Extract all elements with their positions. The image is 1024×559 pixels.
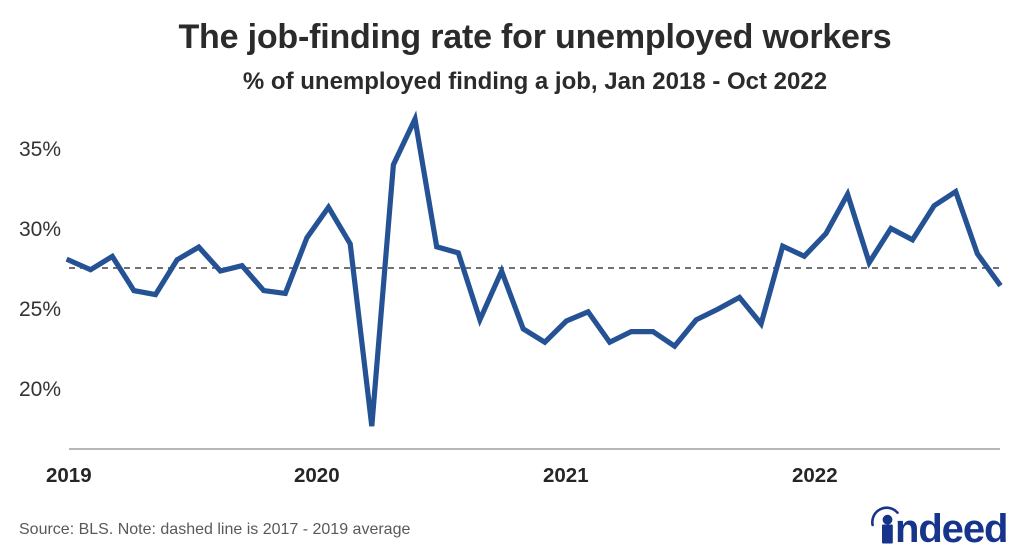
svg-text:ndeed: ndeed [895, 507, 1007, 551]
